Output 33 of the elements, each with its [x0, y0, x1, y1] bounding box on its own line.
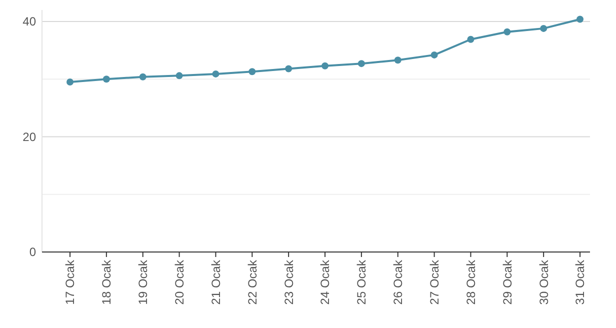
point — [504, 28, 511, 36]
x-tick-label: 28 Ocak — [464, 259, 478, 305]
point — [358, 60, 365, 68]
point — [139, 73, 146, 80]
x-tick-label: 23 Ocak — [282, 259, 296, 305]
point — [102, 76, 110, 83]
y-tick-label: 40 — [22, 14, 36, 29]
point — [212, 70, 220, 78]
point — [430, 51, 438, 58]
x-tick-label: 17 Ocak — [63, 259, 78, 305]
x-tick-label: 30 Ocak — [536, 259, 551, 305]
point — [576, 16, 584, 23]
x-tick-label: 31 Ocak — [573, 259, 588, 305]
x-tick-label: 29 Ocak — [500, 259, 514, 305]
x-tick-label: 20 Ocak — [172, 259, 186, 305]
point — [248, 68, 256, 76]
point — [322, 62, 328, 70]
x-tick-label: 26 Ocak — [391, 259, 406, 305]
point — [394, 56, 402, 64]
point — [285, 65, 292, 72]
point — [176, 72, 183, 80]
x-tick-label: 22 Ocak — [245, 259, 260, 305]
x-tick-label: 18 Ocak — [100, 259, 114, 305]
point — [467, 36, 474, 43]
x-tick-label: 19 Ocak — [136, 259, 150, 305]
x-tick-label: 21 Ocak — [208, 259, 223, 305]
point — [540, 24, 548, 32]
y-tick-label: 20 — [22, 130, 36, 144]
x-tick-label: 27 Ocak — [427, 259, 442, 305]
y-tick-label: 0 — [29, 245, 36, 260]
x-tick-label: 24 Ocak — [318, 259, 332, 305]
point — [66, 78, 74, 86]
x-tick-label: 25 Ocak — [354, 259, 369, 305]
